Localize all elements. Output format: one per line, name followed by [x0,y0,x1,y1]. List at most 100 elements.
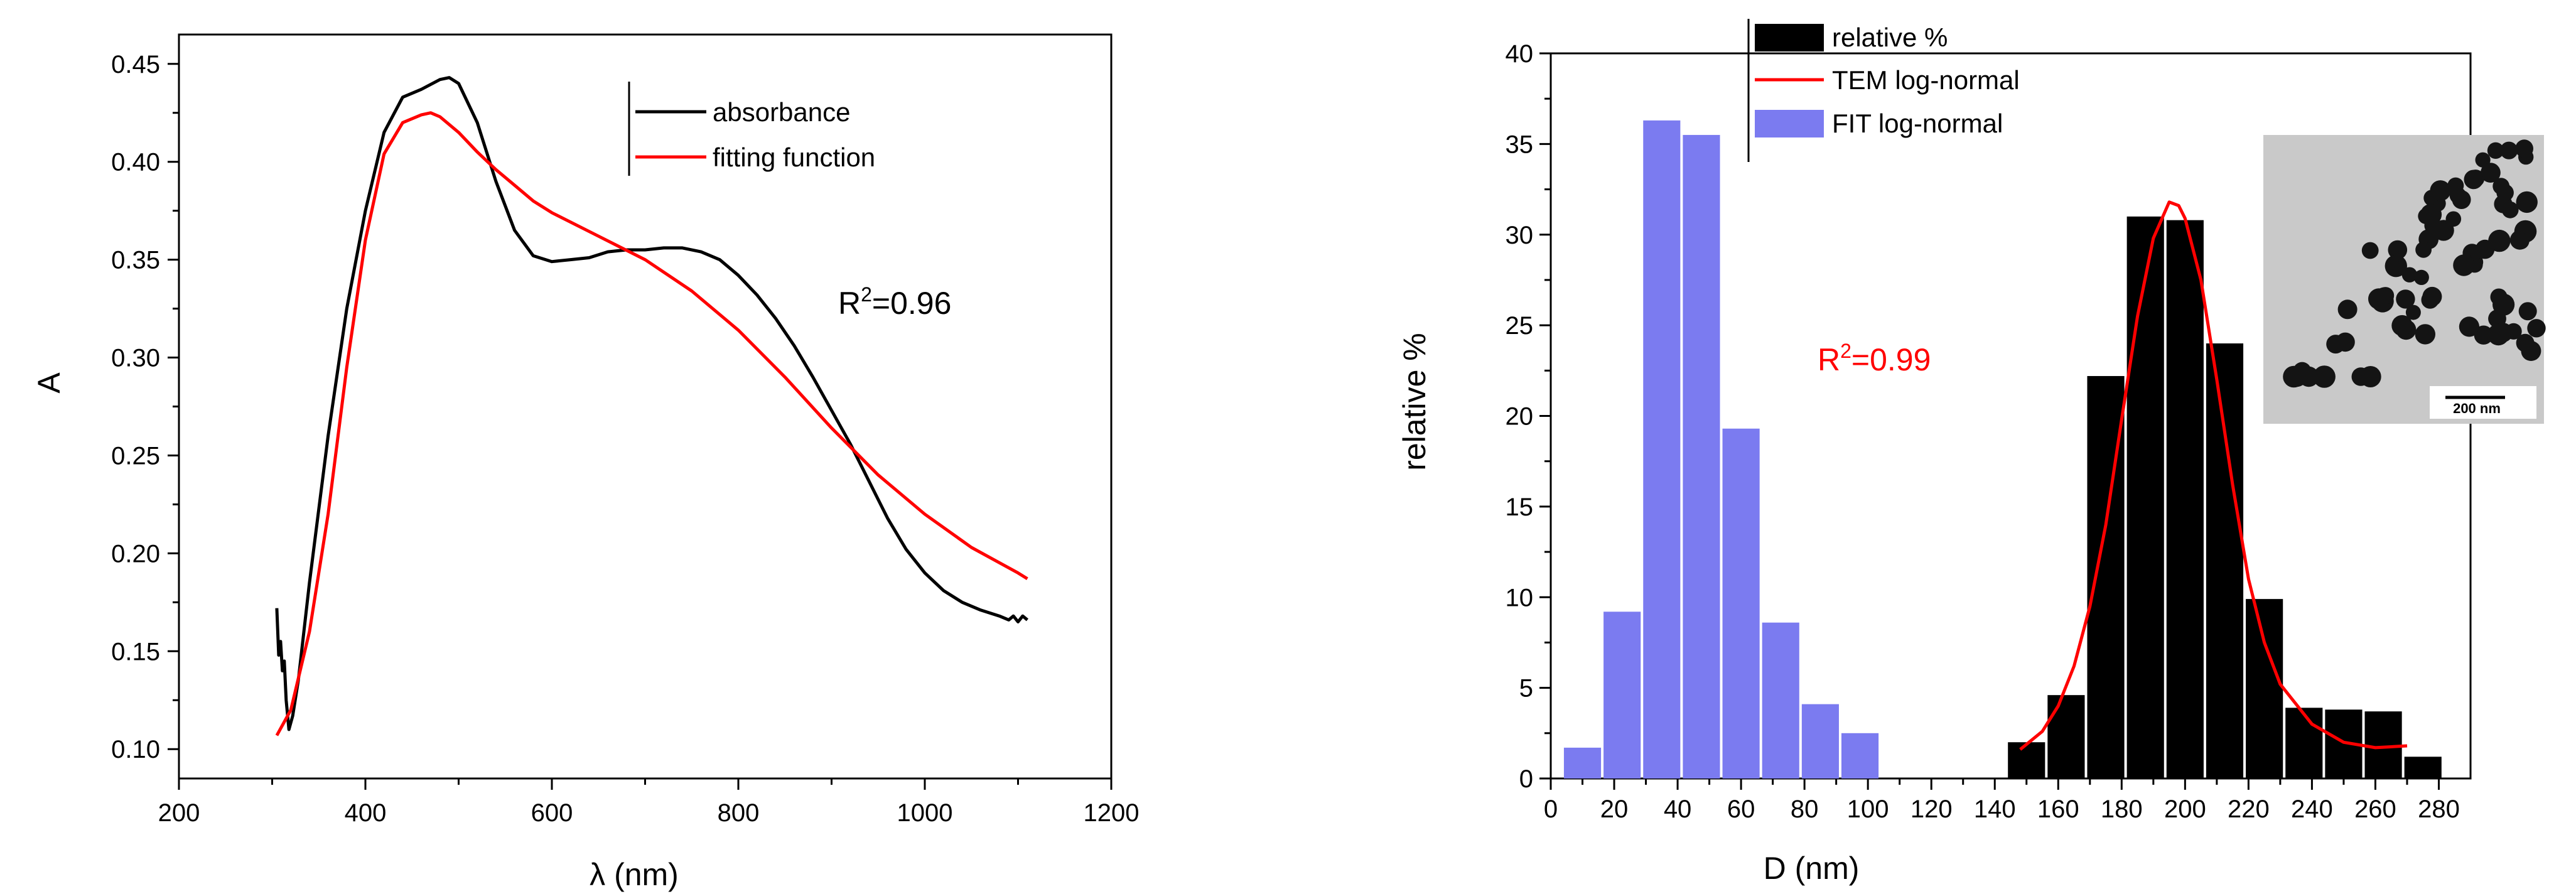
tem-particle [2385,255,2407,277]
tem-particle [2459,316,2479,337]
bar-fit-log-normal [1563,747,1602,778]
y-tick-label: 40 [1506,40,1534,68]
x-tick-label: 260 [2354,795,2396,823]
tem-particle [2464,170,2484,190]
series-line-tem-log-normal [2019,200,2408,751]
series-line-absorbance [275,76,1028,731]
legend-label-fit: FIT log-normal [1832,109,2003,138]
tem-particle [2527,319,2546,338]
tem-particle [2337,299,2358,320]
tem-particle [2413,269,2429,285]
y-tick-label: 0.30 [111,345,160,372]
bar-relative [2246,599,2283,778]
x-tick-label: 60 [1727,795,1755,823]
bar-relative [2404,757,2442,778]
tem-particle [2430,180,2451,202]
x-tick-label: 180 [2101,795,2143,823]
bar-fit-log-normal [1643,120,1681,778]
bar-fit-log-normal [1683,134,1720,778]
tem-particle [2481,163,2501,183]
x-tick-label: 200 [2164,795,2206,823]
tem-particle [2490,288,2508,306]
x-tick-label: 140 [1974,795,2016,823]
legend-label-absorbance: absorbance [713,97,851,127]
x-tick-label: 200 [158,799,200,827]
tem-particle [2287,366,2307,387]
tem-particle [2475,239,2495,259]
tem-particle [2449,187,2467,204]
r-squared-annotation: R2=0.99 [1818,340,1931,377]
legend-label-relative: relative % [1832,23,1948,52]
x-tick-label: 20 [1600,795,1629,823]
legend-swatch-relative [1755,24,1824,51]
x-tick-label: 160 [2037,795,2079,823]
tem-particle [2496,184,2514,202]
r-squared-annotation: R2=0.96 [838,283,951,321]
bar-relative [2047,695,2085,778]
y-tick-label: 0.35 [111,247,160,274]
x-tick-label: 800 [718,799,760,827]
x-tick-label: 240 [2291,795,2333,823]
x-tick-label: 0 [1544,795,1558,823]
tem-particle [2500,141,2518,159]
bar-fit-log-normal [1603,611,1641,778]
bar-relative [2285,708,2323,778]
x-tick-label: 280 [2418,795,2460,823]
size-distribution-chart: 0 20 40 60 80 100 120 140 160 180 200 220 240 260 280 … [1397,19,2546,886]
tem-particle [2313,365,2336,388]
tem-particle [2445,211,2462,227]
tem-particle [2515,139,2534,158]
x-tick-label: 120 [1910,795,1953,823]
x-tick-label: 100 [1847,795,1889,823]
bar-relative [2126,216,2164,778]
plot-frame [178,33,1113,780]
legend-label-tem: TEM log-normal [1832,65,2020,95]
y-tick-label: 0.15 [111,638,160,665]
tem-particle [2363,369,2379,385]
y-tick-label: 10 [1506,584,1534,611]
tem-particle [2487,142,2504,159]
y-tick-label: 35 [1506,131,1534,158]
x-tick-label: 80 [1791,795,1819,823]
tem-particle [2405,304,2421,320]
tem-image-inset: 200 nm [2263,135,2546,424]
tem-particle [2512,232,2530,250]
tem-particle [2396,289,2415,309]
x-tick-label: 1000 [897,799,953,827]
y-tick-label: 0.10 [111,736,160,763]
y-axis-label: A [31,372,67,394]
tem-particle [2474,325,2493,345]
tem-particle [2422,286,2442,306]
tem-particle [2388,240,2408,260]
tem-particle [2415,241,2432,258]
bar-fit-log-normal [1841,733,1879,778]
y-tick-label: 0.25 [111,442,160,470]
legend: relative % TEM log-normal FIT log-normal [1747,19,2020,162]
scale-bar-label: 200 nm [2453,401,2501,416]
tem-particle [2401,267,2418,283]
x-tick-label: 40 [1664,795,1692,823]
x-tick-label: 1200 [1084,799,1140,827]
y-axis-label: relative % [1397,333,1432,471]
tem-particle [2415,324,2435,345]
y-tick-label: 25 [1506,312,1534,340]
y-tick-label: 0.20 [111,540,160,568]
tem-particle [2424,217,2442,234]
bar-fit-log-normal [1722,428,1760,778]
y-tick-label: 30 [1506,222,1534,249]
y-tick-label: 5 [1519,675,1533,703]
y-tick-label: 20 [1506,403,1534,431]
tem-particle [2375,287,2393,305]
bar-relative [2166,220,2204,778]
bar-fit-log-normal [1762,622,1799,778]
y-tick-label: 15 [1506,493,1534,521]
tem-particle [2391,315,2413,337]
tem-particle [2493,323,2513,343]
tem-particle [2521,341,2541,361]
legend-label-fitting-function: fitting function [713,143,875,172]
x-tick-label: 220 [2228,795,2270,823]
series-line-fitting-function [275,111,1028,736]
absorbance-chart: 200 400 600 800 1000 1200 0.10 0.15 0.20 0.25 0.3… [31,33,1140,892]
bar-relative [2206,343,2244,778]
bar-fit-log-normal [1801,704,1839,778]
